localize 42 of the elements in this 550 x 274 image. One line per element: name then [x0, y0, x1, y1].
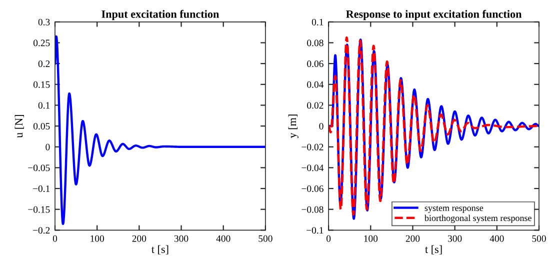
y-tick-label: 0.02 [307, 102, 324, 109]
y-tick-label: 0.04 [307, 81, 324, 88]
y-tick-label: −0.06 [302, 185, 324, 192]
x-tick-label: 300 [174, 235, 188, 242]
x-axis-title: t [s] [152, 245, 168, 254]
y-tick-label: −0.2 [32, 227, 50, 234]
y-tick-label: −0.15 [28, 206, 50, 213]
chart-title: Input excitation function [102, 10, 220, 20]
chart-title: Response to input excitation function [346, 10, 522, 20]
legend-label: biorthogonal system response [424, 214, 532, 223]
y-tick-label: 0.1 [38, 102, 50, 109]
x-tick-label: 400 [490, 235, 504, 242]
y-tick-label: −0.1 [306, 227, 324, 234]
x-tick-label: 400 [216, 235, 230, 242]
x-tick-label: 200 [406, 235, 420, 242]
y-tick-label: 0.15 [33, 81, 50, 88]
y-tick-label: −0.04 [302, 164, 324, 172]
y-tick-label: 0 [46, 144, 50, 150]
y-tick-label: −0.02 [302, 144, 324, 150]
x-tick-label: 200 [132, 235, 146, 242]
y-tick-label: 0.05 [33, 122, 50, 130]
x-tick-label: 100 [90, 235, 104, 242]
y-tick-label: 0.1 [312, 18, 324, 26]
y-tick-label: −0.1 [32, 185, 50, 192]
y-tick-label: −0.05 [28, 164, 50, 172]
y-tick-label: 0.2 [38, 60, 50, 68]
x-tick-label: 0 [52, 235, 58, 242]
x-tick-label: 500 [532, 235, 546, 242]
y-axis-title: y [m] [288, 114, 298, 138]
y-tick-label: 0.25 [33, 40, 50, 46]
x-axis-title: t [s] [425, 245, 442, 254]
y-tick-label: 0.3 [38, 18, 50, 26]
legend-label: system response [424, 206, 484, 213]
x-tick-label: 300 [448, 235, 462, 242]
y-tick-label: 0.08 [307, 40, 324, 46]
x-tick-label: 0 [326, 235, 331, 242]
x-tick-label: 500 [258, 235, 272, 242]
y-tick-label: 0.06 [307, 60, 324, 68]
y-axis-title: u [N] [14, 114, 24, 138]
y-tick-label: −0.08 [302, 206, 324, 213]
y-tick-label: 0 [319, 122, 324, 130]
x-tick-label: 100 [364, 235, 378, 242]
